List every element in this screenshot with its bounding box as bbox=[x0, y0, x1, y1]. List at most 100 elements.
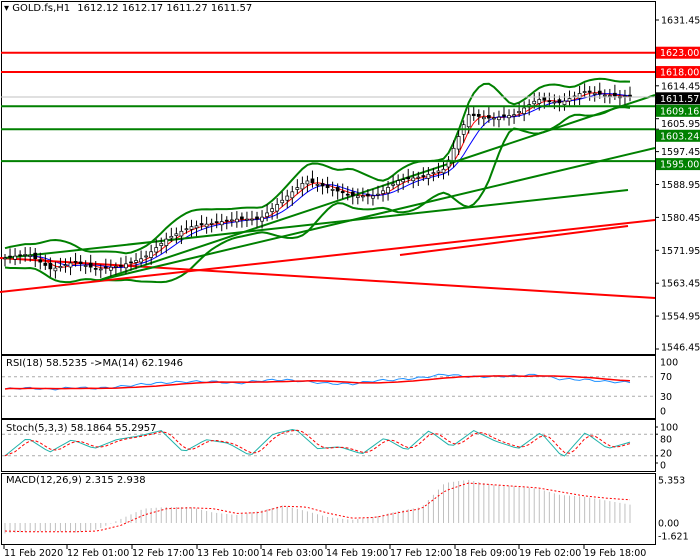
candle-body bbox=[144, 255, 148, 258]
candle-body bbox=[255, 216, 259, 220]
candle-body bbox=[149, 251, 154, 258]
candle-body bbox=[587, 90, 592, 93]
candle-body bbox=[88, 262, 93, 268]
price-label-bg bbox=[656, 129, 700, 142]
time-axis-label: 14 Feb 03:00 bbox=[261, 548, 323, 559]
candle-body bbox=[184, 228, 189, 231]
candle-body bbox=[517, 111, 521, 114]
price-axis-label: 1563.45 bbox=[661, 279, 700, 290]
symbol-header: ▾ GOLD.fs,H1 1612.12 1612.17 1611.27 161… bbox=[4, 3, 252, 14]
candle-body bbox=[325, 184, 330, 189]
rsi-axis-label: 70 bbox=[660, 372, 672, 383]
candle-body bbox=[371, 195, 375, 199]
candle-body bbox=[451, 147, 456, 162]
time-axis-label: 12 Feb 17:00 bbox=[132, 548, 194, 559]
trendline-1 bbox=[0, 219, 656, 293]
panel-frame-2 bbox=[1, 419, 656, 472]
price-label: 1611.57 bbox=[660, 94, 699, 105]
candle-body bbox=[224, 219, 229, 222]
time-axis-label: 19 Feb 18:00 bbox=[584, 548, 646, 559]
candle-body bbox=[476, 114, 481, 117]
candle-body bbox=[350, 191, 355, 197]
trendline-4 bbox=[4, 189, 629, 259]
price-label-bg bbox=[656, 66, 700, 79]
price-label-bg bbox=[656, 46, 700, 59]
candle-body bbox=[552, 101, 557, 104]
time-axis-label: 14 Feb 19:00 bbox=[326, 548, 388, 559]
candle-body bbox=[103, 266, 108, 269]
price-label-bg bbox=[656, 158, 700, 171]
candle-body bbox=[164, 238, 169, 246]
price-axis-label: 1605.95 bbox=[661, 119, 700, 130]
candle-body bbox=[542, 97, 547, 101]
ohlc-values: 1612.12 1612.17 1611.27 1611.57 bbox=[77, 3, 253, 14]
candle-body bbox=[376, 193, 380, 196]
candle-body bbox=[194, 225, 199, 229]
panel-frame-0 bbox=[1, 1, 656, 355]
candle-body bbox=[340, 191, 345, 194]
candle-body bbox=[436, 170, 441, 173]
candle-body bbox=[3, 257, 7, 260]
price-axis-label: 1597.45 bbox=[661, 147, 700, 158]
candle-body bbox=[335, 187, 340, 192]
candle-body bbox=[23, 254, 28, 256]
candle-body bbox=[522, 107, 527, 114]
candle-body bbox=[426, 173, 431, 179]
candle-body bbox=[577, 93, 582, 99]
rsi-axis-label: 30 bbox=[660, 392, 672, 403]
candle-body bbox=[43, 262, 48, 266]
candle-body bbox=[421, 175, 426, 177]
candle-body bbox=[481, 116, 486, 120]
price-label: 1623.00 bbox=[660, 48, 699, 59]
candle-body bbox=[330, 189, 335, 191]
candle-body bbox=[58, 266, 63, 269]
candle-body bbox=[315, 183, 320, 186]
candle-body bbox=[512, 114, 516, 117]
candle-body bbox=[240, 216, 244, 220]
collapse-triangle-icon[interactable]: ▾ bbox=[4, 3, 10, 14]
candle-body bbox=[119, 264, 123, 267]
candle-body bbox=[98, 268, 103, 271]
panel-frame-3 bbox=[1, 473, 656, 545]
candle-body bbox=[260, 216, 264, 222]
candle-body bbox=[557, 99, 562, 104]
rsi-axis-label: 100 bbox=[660, 358, 678, 369]
rsi-label: RSI(18) 58.5235 ->MA(14) 62.1946 bbox=[6, 358, 183, 369]
macd-axis-label: -1.621 bbox=[658, 532, 689, 543]
candle-body bbox=[497, 116, 501, 121]
candle-body bbox=[361, 195, 365, 198]
candle-body bbox=[280, 199, 285, 204]
bollinger-upper bbox=[4, 77, 631, 255]
time-axis-label: 18 Feb 09:00 bbox=[455, 548, 517, 559]
candle-body bbox=[179, 230, 184, 237]
macd-signal-line bbox=[4, 482, 631, 533]
stoch-axis-label: 20 bbox=[660, 449, 672, 460]
candle-body bbox=[502, 114, 506, 117]
candle-body bbox=[290, 191, 295, 199]
price-label-bg bbox=[656, 104, 700, 117]
time-axis-label: 17 Feb 12:00 bbox=[390, 548, 452, 559]
candle-body bbox=[597, 90, 602, 95]
candle-body bbox=[406, 177, 411, 180]
candle-body bbox=[547, 100, 552, 103]
rsi-axis-label: 0 bbox=[660, 407, 666, 418]
candle-body bbox=[305, 180, 310, 185]
candle-body bbox=[411, 177, 416, 182]
candle-body bbox=[300, 183, 305, 190]
candle-body bbox=[129, 261, 133, 264]
candle-body bbox=[18, 254, 22, 257]
candle-body bbox=[8, 255, 12, 258]
candle-body bbox=[93, 268, 98, 270]
candle-body bbox=[214, 221, 219, 223]
candle-body bbox=[285, 195, 290, 201]
candle-body bbox=[613, 92, 617, 97]
candle-body bbox=[466, 114, 471, 128]
stoch-axis-label: 0 bbox=[660, 461, 666, 472]
candle-body bbox=[114, 266, 118, 268]
stoch-main-line bbox=[4, 428, 631, 457]
candle-body bbox=[38, 259, 43, 263]
candle-body bbox=[416, 176, 421, 179]
candle-body bbox=[124, 263, 128, 269]
